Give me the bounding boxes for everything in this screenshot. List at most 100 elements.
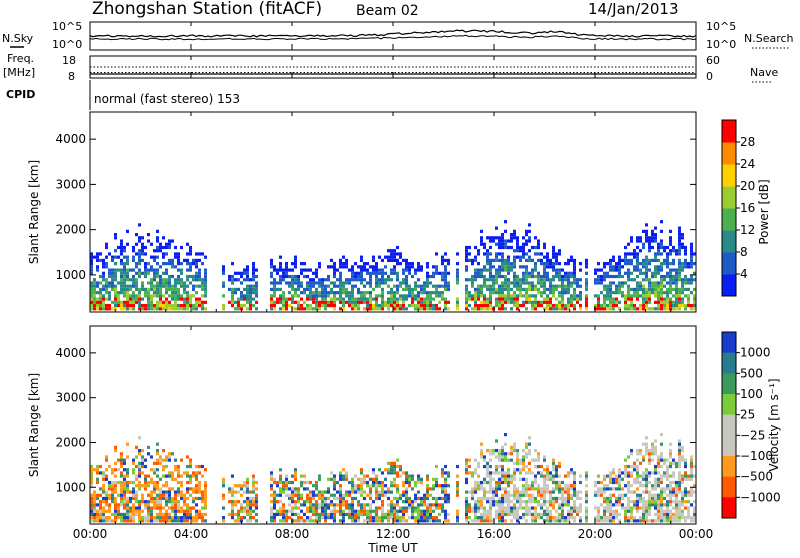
power-cell bbox=[561, 303, 564, 308]
velocity-cell bbox=[543, 500, 546, 504]
power-cell bbox=[387, 291, 390, 295]
velocity-cell bbox=[420, 496, 423, 501]
power-cell bbox=[189, 303, 192, 308]
velocity-cell bbox=[669, 455, 672, 459]
velocity-cell bbox=[483, 506, 486, 510]
velocity-cell bbox=[519, 493, 522, 497]
power-cell bbox=[339, 284, 342, 288]
power-cell bbox=[666, 307, 669, 311]
power-cell bbox=[501, 297, 504, 301]
power-cell bbox=[438, 307, 441, 311]
power-cell bbox=[246, 271, 249, 275]
power-cell bbox=[669, 271, 672, 275]
power-cell bbox=[399, 281, 402, 285]
velocity-cell bbox=[534, 464, 537, 469]
power-cell bbox=[249, 303, 252, 308]
power-cell bbox=[489, 297, 492, 301]
power-cell bbox=[165, 252, 168, 256]
power-cell bbox=[495, 242, 498, 246]
power-cell bbox=[324, 307, 327, 311]
velocity-cell bbox=[525, 442, 528, 446]
velocity-cell bbox=[372, 519, 375, 523]
power-cell bbox=[660, 278, 663, 282]
power-cell bbox=[273, 278, 276, 282]
velocity-cell bbox=[138, 448, 141, 453]
power-cell bbox=[672, 303, 675, 308]
power-cell bbox=[297, 287, 300, 292]
velocity-cell bbox=[597, 487, 600, 491]
velocity-cell bbox=[411, 500, 414, 504]
velocity-cell bbox=[102, 509, 105, 513]
velocity-cell bbox=[642, 496, 645, 501]
velocity-cell bbox=[561, 490, 564, 494]
velocity-cell bbox=[279, 506, 282, 510]
power-cell bbox=[144, 252, 147, 256]
colorbar-tick-label: 1000 bbox=[740, 346, 771, 360]
velocity-cell bbox=[645, 490, 648, 494]
power-cell bbox=[471, 258, 474, 262]
power-cell bbox=[141, 242, 144, 246]
velocity-cell bbox=[351, 509, 354, 513]
velocity-cell bbox=[528, 448, 531, 453]
power-cell bbox=[234, 287, 237, 292]
velocity-cell bbox=[237, 516, 240, 520]
velocity-cell bbox=[420, 512, 423, 517]
power-cell bbox=[522, 287, 525, 292]
power-cell bbox=[180, 245, 183, 250]
velocity-cell bbox=[645, 512, 648, 517]
velocity-cell bbox=[333, 484, 336, 488]
power-cell bbox=[669, 307, 672, 311]
power-cell bbox=[330, 265, 333, 269]
velocity-cell bbox=[315, 516, 318, 520]
velocity-cell bbox=[390, 503, 393, 507]
power-cell bbox=[324, 278, 327, 282]
velocity-cell bbox=[180, 509, 183, 513]
velocity-cell bbox=[105, 519, 108, 523]
velocity-cell bbox=[483, 509, 486, 513]
power-cell bbox=[537, 242, 540, 246]
power-cell bbox=[165, 307, 168, 311]
velocity-cell bbox=[513, 506, 516, 510]
power-cell bbox=[474, 245, 477, 250]
velocity-cell bbox=[429, 516, 432, 520]
power-cell bbox=[444, 287, 447, 292]
velocity-cell bbox=[663, 519, 666, 523]
power-cell bbox=[621, 291, 624, 295]
power-cell bbox=[423, 307, 426, 311]
velocity-cell bbox=[513, 490, 516, 494]
velocity-cell bbox=[657, 512, 660, 517]
velocity-cell bbox=[165, 458, 168, 462]
velocity-cell bbox=[285, 484, 288, 488]
power-cell bbox=[510, 236, 513, 240]
power-cell bbox=[375, 271, 378, 275]
power-cell bbox=[342, 284, 345, 288]
velocity-cell bbox=[387, 461, 390, 465]
velocity-cell bbox=[534, 480, 537, 485]
velocity-cell bbox=[567, 471, 570, 475]
power-cell bbox=[513, 297, 516, 301]
velocity-cell bbox=[156, 458, 159, 462]
velocity-cell bbox=[393, 519, 396, 523]
velocity-cell bbox=[456, 519, 459, 523]
power-cell bbox=[483, 297, 486, 301]
velocity-cell bbox=[621, 493, 624, 497]
velocity-cell bbox=[690, 471, 693, 475]
power-cell bbox=[435, 265, 438, 269]
velocity-cell bbox=[669, 461, 672, 465]
velocity-cell bbox=[156, 461, 159, 465]
velocity-cell bbox=[618, 471, 621, 475]
power-cell bbox=[498, 307, 501, 311]
velocity-cell bbox=[414, 496, 417, 501]
velocity-cell bbox=[294, 487, 297, 491]
velocity-cell bbox=[561, 516, 564, 520]
velocity-cell bbox=[492, 493, 495, 497]
power-cell bbox=[378, 307, 381, 311]
velocity-cell bbox=[468, 509, 471, 513]
power-cell bbox=[144, 291, 147, 295]
power-cell bbox=[615, 284, 618, 288]
power-cell bbox=[672, 307, 675, 311]
power-cell bbox=[561, 300, 564, 304]
velocity-cell bbox=[282, 509, 285, 513]
velocity-cell bbox=[360, 480, 363, 485]
power-cell bbox=[132, 300, 135, 304]
